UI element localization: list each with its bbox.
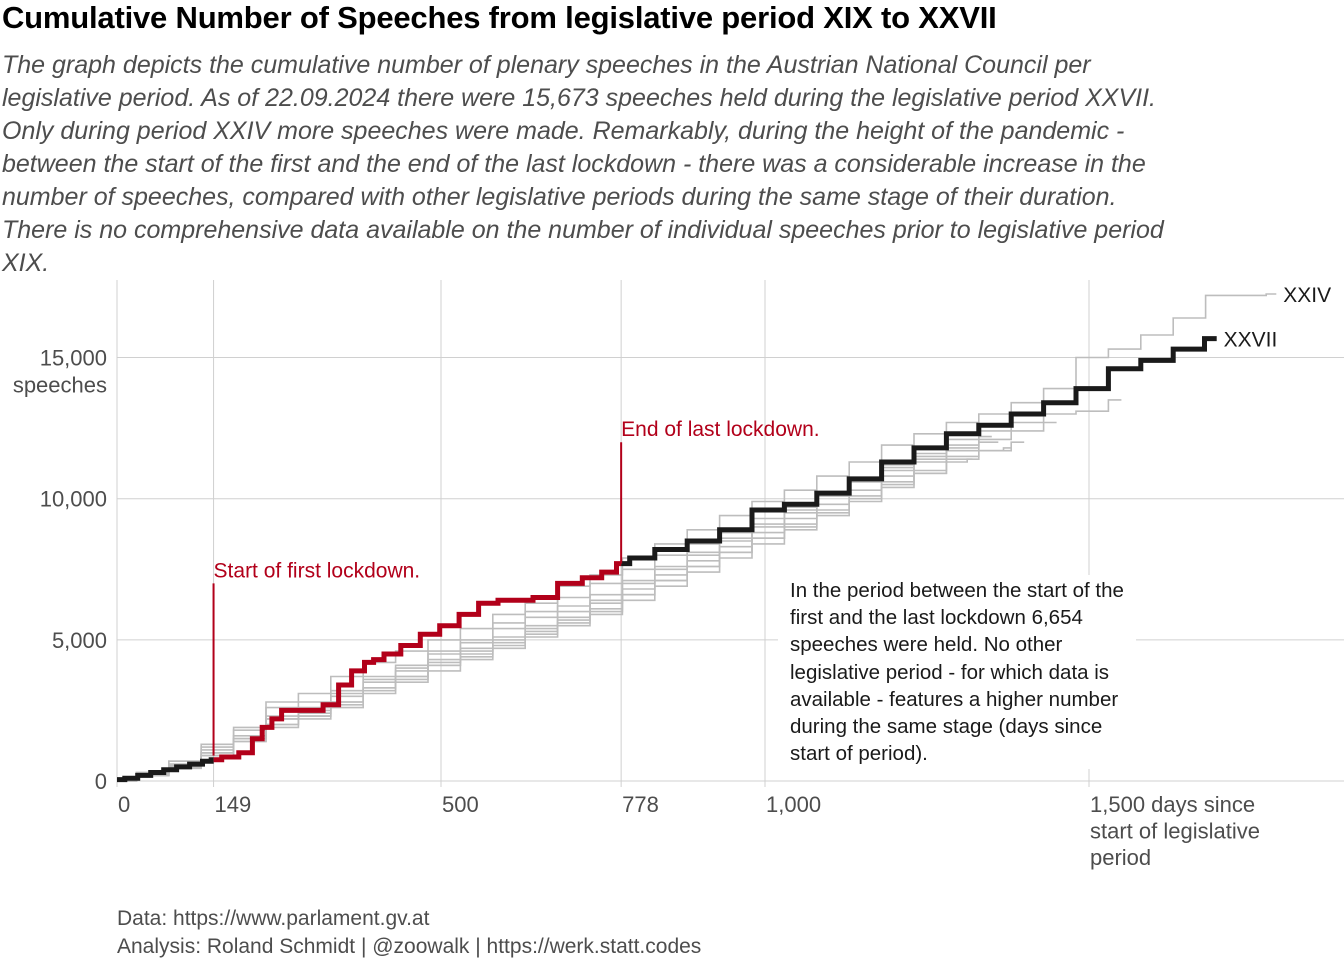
series-label-xxiv: XXIV xyxy=(1283,284,1331,307)
y-tick-label: 5,000 xyxy=(52,628,107,653)
x-tick-label: 500 xyxy=(442,792,479,817)
series-line-xxvii-pre-lockdown xyxy=(117,757,214,783)
chart-caption: Data: https://www.parlament.gv.at Analys… xyxy=(117,905,701,961)
series-line-xxiv xyxy=(117,293,1277,781)
x-tick-label: 149 xyxy=(215,792,252,817)
subtitle-line: XIX. xyxy=(2,249,50,277)
lockdown-note-box: In the period between the start of the f… xyxy=(778,575,1136,770)
note-line: available - features a higher number xyxy=(790,687,1119,711)
x-tick-label: 1,000 xyxy=(766,792,821,817)
subtitle-line: There is no comprehensive data available… xyxy=(2,216,1164,244)
subtitle-line: legislative period. As of 22.09.2024 the… xyxy=(2,84,1156,112)
subtitle-line: The graph depicts the cumulative number … xyxy=(2,51,1091,79)
y-tick-label: 0 xyxy=(95,769,107,794)
x-tick-label: 1,500 days since xyxy=(1090,792,1255,817)
note-line: speeches were held. No other xyxy=(790,633,1063,657)
annotation-layer: Start of first lockdown. End of last lock… xyxy=(212,418,820,756)
note-line: first and the last lockdown 6,654 xyxy=(790,606,1083,630)
x-axis-title: period xyxy=(1090,845,1151,870)
note-line: start of period). xyxy=(790,742,928,766)
subtitle-line: number of speeches, compared with other … xyxy=(2,183,1117,211)
caption-data-source: Data: https://www.parlament.gv.at xyxy=(117,907,430,930)
note-line: during the same stage (days since xyxy=(790,715,1103,739)
series-line-xxvii-post-lockdown xyxy=(621,336,1217,567)
chart-subtitle: The graph depicts the cumulative number … xyxy=(2,49,1342,280)
start-lockdown-label: Start of first lockdown. xyxy=(214,559,421,582)
note-line: legislative period - for which data is xyxy=(790,660,1110,684)
series-label-xxvii: XXVII xyxy=(1224,329,1278,352)
series-line-xix xyxy=(117,458,973,782)
end-lockdown-label: End of last lockdown. xyxy=(621,418,819,441)
x-axis-title: start of legislative xyxy=(1090,819,1260,844)
subtitle-line: Only during period XXIV more speeches we… xyxy=(2,117,1125,145)
chart-title: Cumulative Number of Speeches from legis… xyxy=(2,0,997,35)
y-tick-label: 15,000 xyxy=(40,346,107,371)
subtitle-line: between the start of the first and the e… xyxy=(2,150,1146,178)
caption-analysis-credit: Analysis: Roland Schmidt | @zoowalk | ht… xyxy=(117,935,702,958)
series-layer xyxy=(117,293,1277,783)
series-line-xxv xyxy=(117,399,1122,782)
note-line: In the period between the start of the xyxy=(790,579,1124,602)
y-tick-label: 10,000 xyxy=(40,487,107,512)
x-tick-label: 778 xyxy=(622,792,659,817)
x-tick-label: 0 xyxy=(118,792,130,817)
y-axis-title: speeches xyxy=(13,373,107,398)
series-line-xxvii-lockdown xyxy=(213,561,622,763)
